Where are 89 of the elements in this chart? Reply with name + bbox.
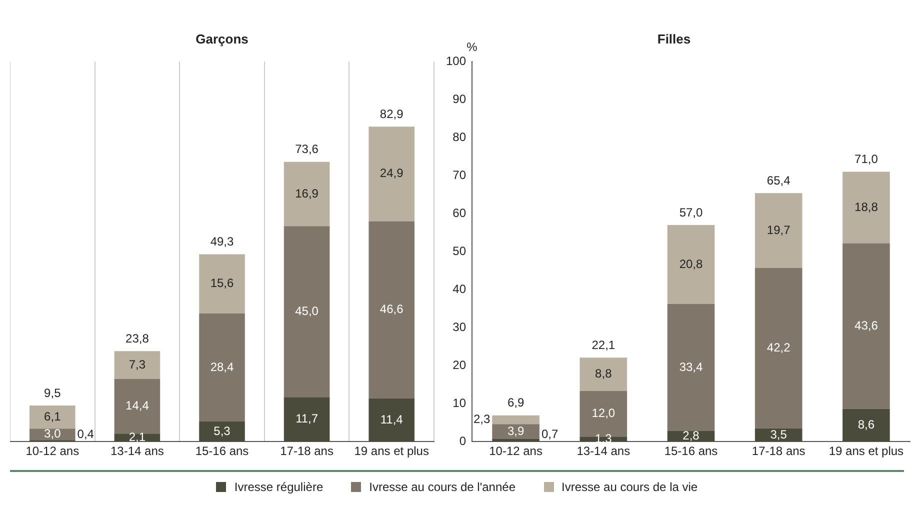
x-tick-label: 10-12 ans xyxy=(26,444,80,458)
x-tick-label: 13-14 ans xyxy=(110,444,164,458)
data-label: 19,7 xyxy=(766,222,791,237)
data-label: 3,9 xyxy=(507,424,524,438)
data-label: 18,8 xyxy=(854,200,878,214)
data-label: 2,8 xyxy=(682,428,700,443)
data-label: 14,4 xyxy=(126,398,150,413)
y-tick-label: 30 xyxy=(452,320,466,334)
data-label: 12,0 xyxy=(592,406,616,420)
data-label: 43,6 xyxy=(854,318,878,332)
y-axis-title: % xyxy=(466,40,478,54)
data-label: 6,1 xyxy=(44,409,62,424)
y-tick-label: 60 xyxy=(452,206,466,220)
x-tick-label: 19 ans et plus xyxy=(828,444,904,458)
y-tick-label: 10 xyxy=(452,396,466,410)
total-label: 73,6 xyxy=(295,142,319,156)
bar xyxy=(114,378,160,434)
data-label: 42,2 xyxy=(766,340,791,354)
data-label: 7,3 xyxy=(128,357,146,372)
bar xyxy=(199,254,245,314)
bar xyxy=(842,172,890,244)
x-tick-label: 13-14 ans xyxy=(576,444,630,458)
bar xyxy=(368,126,414,222)
bar xyxy=(368,398,414,442)
total-label: 49,3 xyxy=(210,234,234,249)
total-label: 23,8 xyxy=(126,331,150,346)
y-tick-label: 80 xyxy=(452,130,466,144)
data-label: 45,0 xyxy=(295,304,319,318)
total-label: 71,0 xyxy=(854,152,878,166)
x-tick-label: 15-16 ans xyxy=(664,444,718,458)
x-tick-label: 10-12 ans xyxy=(489,444,542,458)
legend-label: Ivresse au cours de l'année xyxy=(369,480,516,494)
total-label: 9,5 xyxy=(44,386,62,400)
bar xyxy=(492,438,540,442)
total-label: 6,9 xyxy=(507,396,524,410)
bar xyxy=(284,226,330,398)
data-label: 3,5 xyxy=(770,427,788,442)
total-label: 65,4 xyxy=(766,173,791,188)
total-label: 57,0 xyxy=(679,205,703,220)
bar xyxy=(284,397,330,442)
data-label: 46,6 xyxy=(380,302,404,316)
bar xyxy=(667,304,715,431)
data-label: 16,9 xyxy=(295,186,319,200)
bar xyxy=(114,351,160,379)
data-label: 15,6 xyxy=(210,276,234,290)
bar xyxy=(667,225,715,304)
chart-title: Filles xyxy=(657,31,691,46)
data-label: 24,9 xyxy=(380,166,404,180)
y-tick-label: 50 xyxy=(452,244,466,258)
bar xyxy=(754,193,802,268)
data-label: 28,4 xyxy=(210,360,234,374)
data-label: 2,1 xyxy=(128,430,146,444)
bar xyxy=(754,268,802,428)
bar xyxy=(842,243,890,409)
data-label: 11,7 xyxy=(296,412,318,426)
bar xyxy=(842,408,890,442)
legend-label: Ivresse régulière xyxy=(234,480,324,494)
data-label: 0,7 xyxy=(541,426,558,441)
data-label: 33,4 xyxy=(679,360,703,374)
chart-title: Garçons xyxy=(196,31,248,46)
x-tick-label: 15-16 ans xyxy=(195,444,249,458)
data-label: 8,6 xyxy=(858,418,875,432)
data-label: 0,4 xyxy=(77,426,94,441)
total-label: 22,1 xyxy=(592,338,616,352)
y-tick-label: 0 xyxy=(459,434,466,448)
y-tick-label: 100 xyxy=(446,54,466,68)
bar xyxy=(30,406,76,429)
y-tick-label: 40 xyxy=(452,282,466,296)
bar xyxy=(368,221,414,398)
x-tick-label: 17-18 ans xyxy=(752,444,806,458)
x-tick-label: 17-18 ans xyxy=(280,444,334,458)
data-label: 3,0 xyxy=(44,426,62,441)
bar xyxy=(284,162,330,226)
bar xyxy=(199,421,245,442)
data-label: 2,3 xyxy=(473,412,490,426)
total-label: 82,9 xyxy=(380,106,404,121)
data-label: 11,4 xyxy=(380,412,404,426)
y-tick-label: 70 xyxy=(452,168,466,182)
x-tick-label: 19 ans et plus xyxy=(354,444,429,458)
data-label: 8,8 xyxy=(595,366,612,381)
data-label: 20,8 xyxy=(679,256,703,271)
bar xyxy=(580,358,628,392)
bar xyxy=(492,415,540,424)
bar xyxy=(199,314,245,422)
y-tick-label: 90 xyxy=(452,92,466,106)
y-tick-label: 20 xyxy=(452,358,466,372)
data-label: 5,3 xyxy=(214,424,231,438)
bar xyxy=(492,424,540,439)
legend-label: Ivresse au cours de la vie xyxy=(562,480,698,494)
